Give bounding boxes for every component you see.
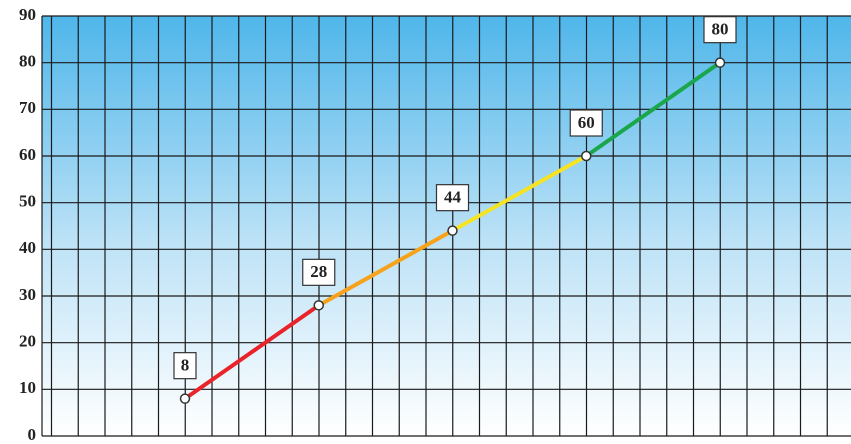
line-segment: [585, 61, 722, 158]
data-point: [313, 300, 324, 311]
line-segment: [451, 154, 588, 233]
value-label: 80: [712, 20, 729, 39]
value-label: 28: [310, 262, 327, 281]
vertical-grid: [50, 16, 828, 436]
value-label-box: [703, 16, 737, 44]
y-tick-label: 90: [19, 5, 36, 24]
data-point: [447, 225, 458, 236]
y-tick-label: 30: [19, 285, 36, 304]
y-tick-label: 0: [28, 425, 37, 444]
line-segment: [317, 228, 454, 308]
y-tick-label: 60: [19, 145, 36, 164]
data-point: [581, 150, 592, 162]
plot-background: [42, 16, 851, 436]
value-label-box: [302, 258, 336, 286]
data-point: [179, 393, 191, 404]
value-label: 60: [578, 113, 595, 132]
y-tick-label: 80: [19, 52, 36, 71]
y-tick-label: 10: [19, 378, 36, 397]
y-tick-label: 20: [19, 332, 36, 351]
value-label: 44: [444, 188, 462, 207]
y-tick-label: 50: [19, 192, 36, 211]
y-tick-label: 40: [19, 238, 36, 257]
value-label-box: [173, 352, 197, 380]
y-tick-label: 70: [19, 98, 36, 117]
data-point: [714, 57, 726, 68]
value-label-box: [435, 184, 470, 212]
value-label-box: [569, 109, 603, 137]
value-label: 8: [181, 356, 190, 375]
line-segment: [183, 303, 320, 401]
